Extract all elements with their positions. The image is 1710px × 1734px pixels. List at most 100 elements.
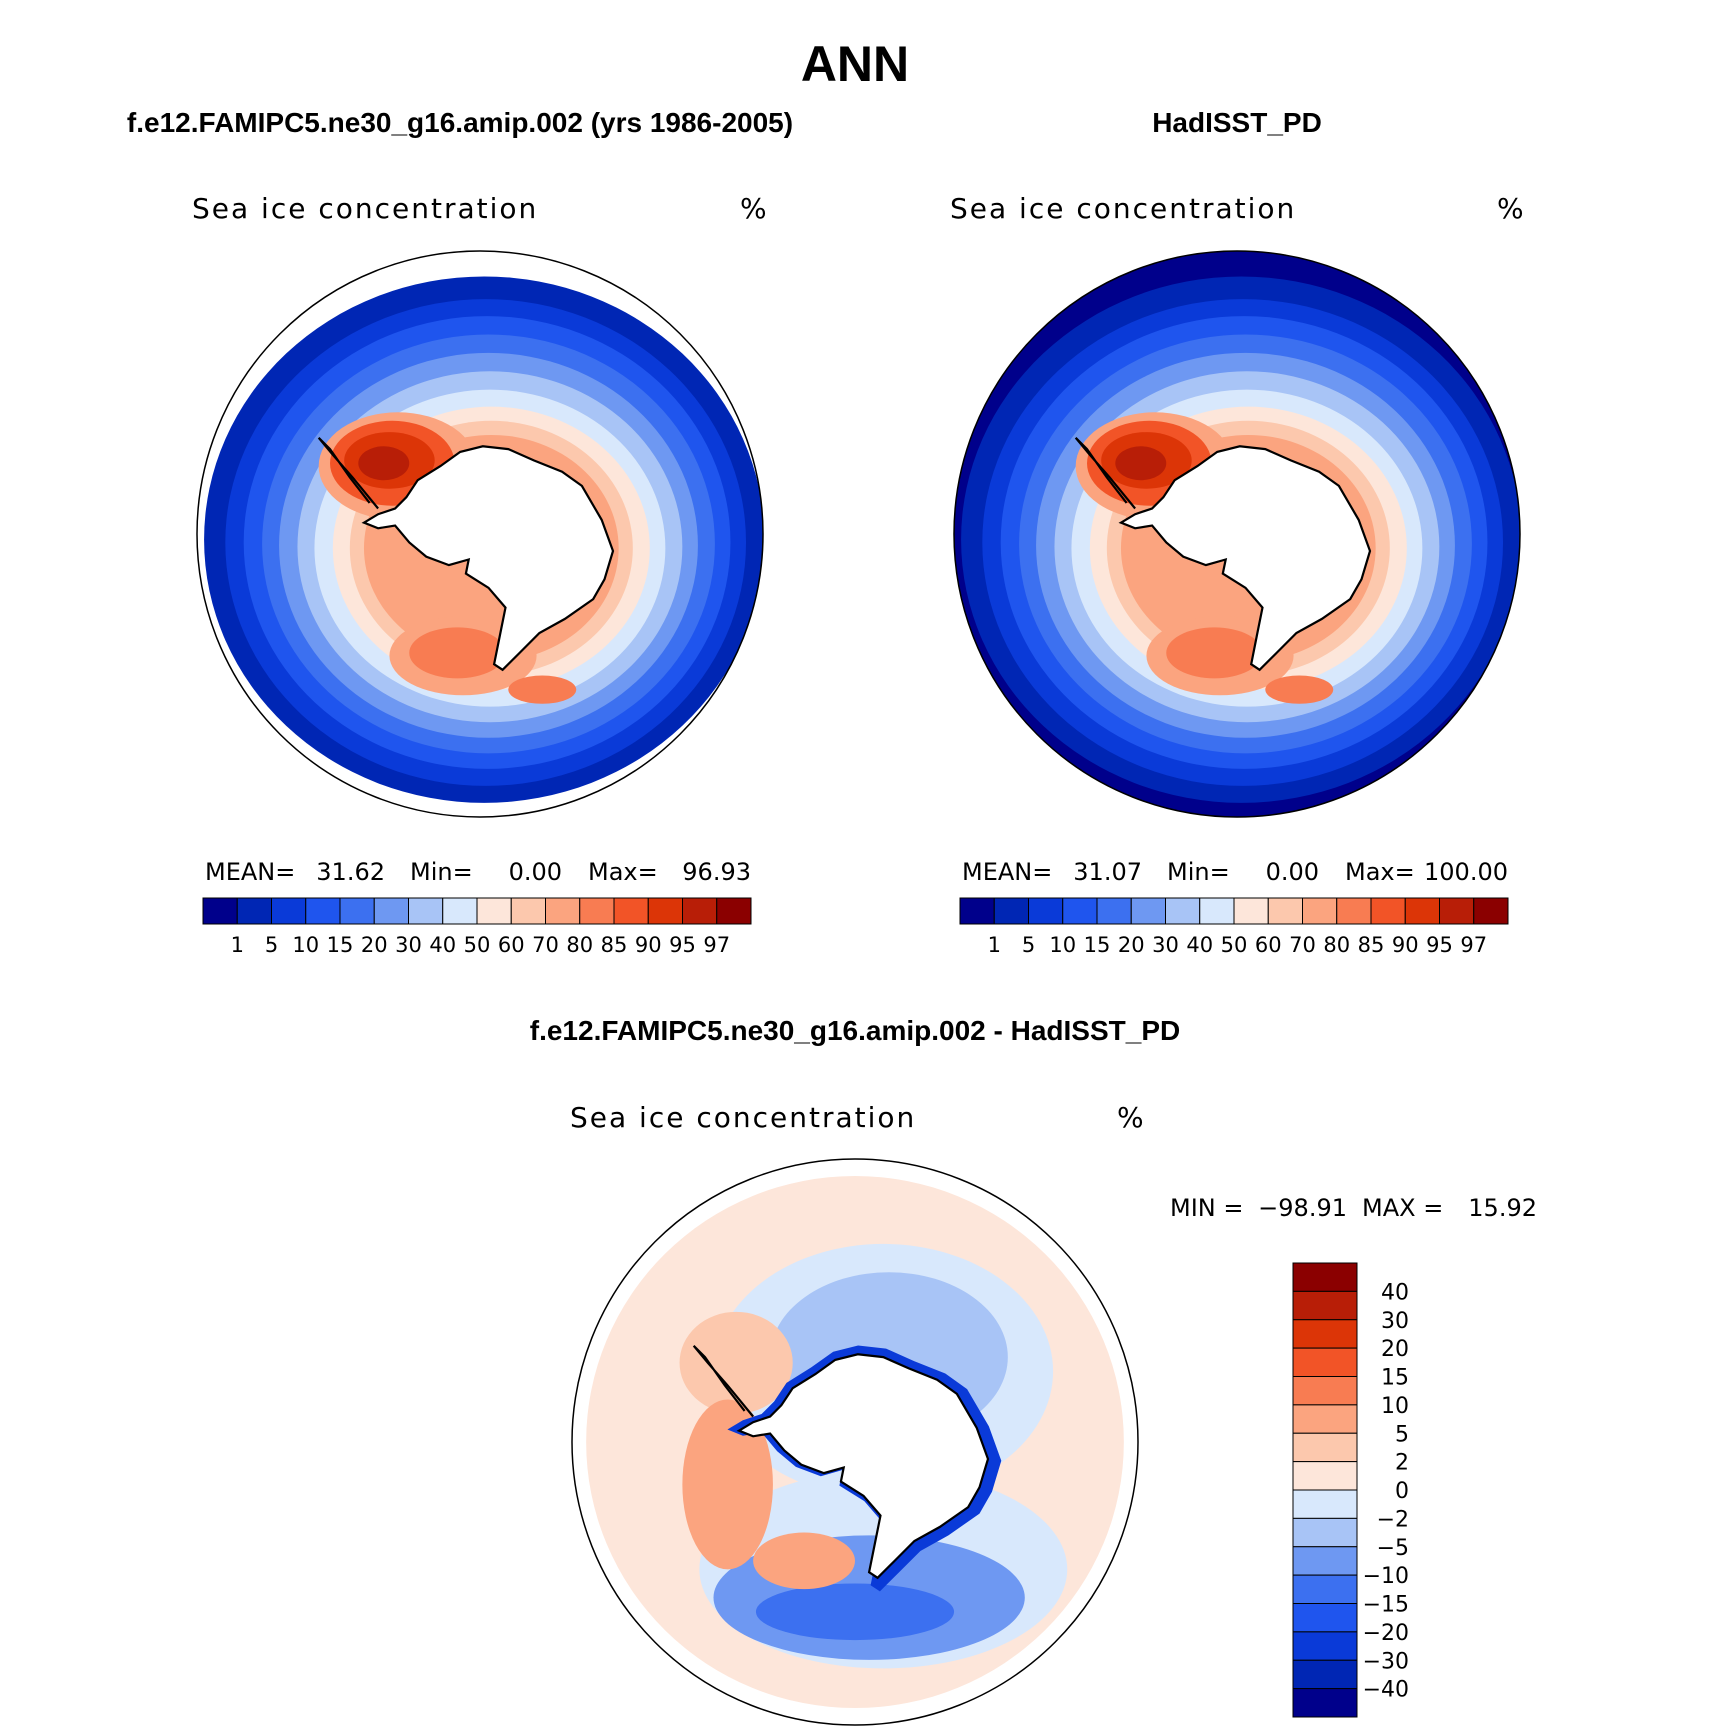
diff-min-value: −98.91 bbox=[1258, 1194, 1347, 1222]
obs-min-label: Min= bbox=[1167, 858, 1230, 886]
obs-mean-value: 31.07 bbox=[1073, 858, 1142, 886]
obs-max-value: 100.00 bbox=[1424, 858, 1508, 886]
panel-obs-units: % bbox=[1497, 192, 1524, 225]
obs-colorbar-tick-label: 95 bbox=[1426, 933, 1453, 957]
model-antarctica bbox=[361, 445, 615, 672]
obs-mean-label: MEAN= bbox=[962, 858, 1052, 886]
diff-max-value: 15.92 bbox=[1468, 1194, 1537, 1222]
diff-colorbar-tick-label: −5 bbox=[1377, 1536, 1409, 1561]
diff-title: f.e12.FAMIPC5.ne30_g16.amip.002 - HadISS… bbox=[530, 1015, 1180, 1046]
diff-weddell-positive bbox=[679, 1311, 793, 1414]
diff-max-label: MAX = bbox=[1362, 1194, 1443, 1222]
obs-colorbar-swatch bbox=[959, 897, 995, 925]
diff-colorbar-swatch bbox=[1292, 1574, 1358, 1604]
diff-colorbar-tick-label: 30 bbox=[1381, 1309, 1409, 1334]
panel-obs-heading: HadISST_PD bbox=[1152, 107, 1322, 138]
model-colorbar-swatch bbox=[510, 897, 546, 925]
obs-max-label: Max= bbox=[1345, 858, 1415, 886]
model-colorbar-swatch bbox=[613, 897, 649, 925]
diff-colorbar-tick-label: −10 bbox=[1363, 1564, 1409, 1589]
obs-colorbar-tick-label: 97 bbox=[1460, 933, 1487, 957]
model-colorbar: 1 5 10 15 20 30 40 50 60 70 80 85 90 95 97 bbox=[202, 897, 752, 957]
obs-colorbar-swatch bbox=[1096, 897, 1132, 925]
panel-model-heading: f.e12.FAMIPC5.ne30_g16.amip.002 (yrs 198… bbox=[127, 107, 793, 138]
diff-colorbar-tick-label: 10 bbox=[1381, 1394, 1409, 1419]
obs-stats: MEAN= 31.07 Min= 0.00 Max= 100.00 bbox=[962, 858, 1508, 886]
difference-map-boundary bbox=[571, 1158, 1139, 1726]
obs-colorbar-swatch bbox=[1302, 897, 1338, 925]
model-colorbar-swatch bbox=[236, 897, 272, 925]
obs-colorbar-tick-label: 10 bbox=[1049, 933, 1076, 957]
model-stats: MEAN= 31.62 Min= 0.00 Max= 96.93 bbox=[205, 858, 751, 886]
model-colorbar-tick-label: 85 bbox=[601, 933, 628, 957]
model-colorbar-tick-label: 80 bbox=[566, 933, 593, 957]
diff-colorbar-swatch bbox=[1292, 1290, 1358, 1321]
model-colorbar-tick-label: 95 bbox=[669, 933, 696, 957]
diff-ross-positive bbox=[753, 1532, 855, 1590]
obs-polar-map bbox=[954, 251, 1520, 817]
model-colorbar-swatch bbox=[442, 897, 478, 925]
model-amundsen-80 bbox=[508, 675, 577, 704]
diff-colorbar-tick-label: 0 bbox=[1395, 1479, 1409, 1504]
obs-colorbar-swatch bbox=[1165, 897, 1201, 925]
obs-peninsula bbox=[1074, 437, 1136, 510]
diff-colorbar-swatch bbox=[1292, 1489, 1358, 1519]
obs-map-boundary bbox=[953, 250, 1521, 818]
obs-colorbar-tick-label: 30 bbox=[1152, 933, 1179, 957]
diff-lower-negative-3 bbox=[755, 1583, 955, 1641]
obs-colorbar-swatch bbox=[1267, 897, 1303, 925]
model-colorbar-tick-label: 20 bbox=[361, 933, 388, 957]
diff-colorbar-swatch bbox=[1292, 1404, 1358, 1434]
difference-polar-map bbox=[572, 1159, 1138, 1725]
diff-peninsula bbox=[692, 1345, 754, 1418]
diff-colorbar-tick-label: 15 bbox=[1381, 1366, 1409, 1391]
model-colorbar-swatch bbox=[682, 897, 718, 925]
diff-colorbar-tick-label: 40 bbox=[1381, 1280, 1409, 1305]
obs-colorbar-swatch bbox=[1439, 897, 1475, 925]
model-mean-value: 31.62 bbox=[316, 858, 385, 886]
diff-colorbar-swatch bbox=[1292, 1461, 1358, 1491]
diff-colorbar-swatch bbox=[1292, 1631, 1358, 1661]
model-colorbar-swatch bbox=[545, 897, 581, 925]
model-colorbar-swatch bbox=[202, 897, 238, 925]
panel-obs: HadISST_PD Sea ice concentration % MEAN=… bbox=[950, 107, 1524, 957]
obs-colorbar-tick-label: 40 bbox=[1186, 933, 1213, 957]
obs-colorbar-swatch bbox=[993, 897, 1029, 925]
obs-min-value: 0.00 bbox=[1266, 858, 1319, 886]
diff-colorbar-swatch bbox=[1292, 1347, 1358, 1377]
model-colorbar-tick-label: 5 bbox=[265, 933, 278, 957]
model-colorbar-swatch bbox=[305, 897, 341, 925]
diff-colorbar-tick-label: 2 bbox=[1395, 1451, 1409, 1476]
panel-model-units: % bbox=[740, 192, 767, 225]
panel-model-variable: Sea ice concentration bbox=[192, 192, 538, 225]
diff-colorbar-tick-label: −2 bbox=[1377, 1507, 1409, 1532]
obs-ross-80 bbox=[1166, 627, 1263, 679]
model-max-label: Max= bbox=[588, 858, 658, 886]
obs-colorbar-swatch bbox=[1199, 897, 1235, 925]
obs-colorbar-swatch bbox=[1062, 897, 1098, 925]
model-colorbar-tick-label: 90 bbox=[635, 933, 662, 957]
diff-colorbar-swatch bbox=[1292, 1432, 1358, 1463]
obs-antarctica bbox=[1118, 445, 1372, 672]
diff-colorbar-swatch bbox=[1292, 1688, 1358, 1718]
model-ross-80 bbox=[409, 627, 506, 679]
model-colorbar-tick-label: 50 bbox=[464, 933, 491, 957]
obs-colorbar: 1 5 10 15 20 30 40 50 60 70 80 85 90 95 97 bbox=[959, 897, 1509, 957]
panel-diff-units: % bbox=[1117, 1101, 1144, 1134]
obs-weddell-95 bbox=[1115, 446, 1167, 481]
model-colorbar-swatch bbox=[408, 897, 444, 925]
diff-west-positive bbox=[682, 1399, 773, 1570]
panel-diff-variable: Sea ice concentration bbox=[570, 1101, 916, 1134]
model-colorbar-tick-label: 97 bbox=[703, 933, 730, 957]
diff-antarctica bbox=[736, 1353, 990, 1580]
model-mean-label: MEAN= bbox=[205, 858, 295, 886]
model-colorbar-tick-label: 30 bbox=[395, 933, 422, 957]
model-weddell-95 bbox=[358, 446, 410, 481]
obs-colorbar-swatch bbox=[1336, 897, 1372, 925]
model-colorbar-tick-label: 15 bbox=[327, 933, 354, 957]
obs-colorbar-swatch bbox=[1404, 897, 1440, 925]
diff-min-label: MIN = bbox=[1170, 1194, 1243, 1222]
diff-colorbar-swatch bbox=[1292, 1546, 1358, 1576]
